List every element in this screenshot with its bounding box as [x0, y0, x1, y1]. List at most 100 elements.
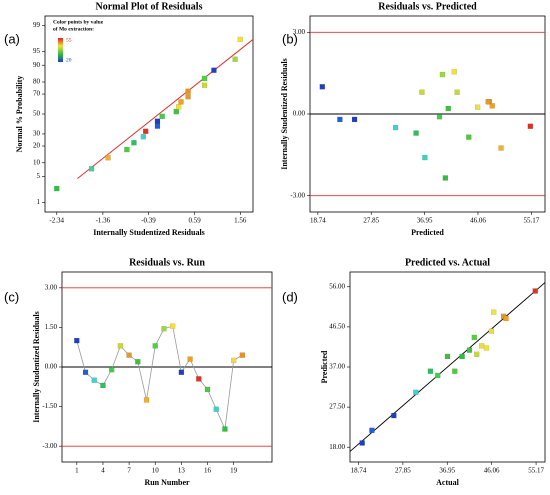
data-point: [154, 123, 161, 129]
x-tick-label: -1.36: [96, 217, 111, 225]
data-point: [478, 343, 485, 349]
x-tick-label: 10: [152, 467, 160, 475]
data-point: [213, 406, 219, 412]
data-point: [154, 118, 161, 124]
x-axis-label: Run Number: [144, 478, 190, 487]
data-point: [485, 99, 491, 105]
legend-title: Color points by value: [53, 19, 104, 25]
panel-label: (a): [4, 31, 20, 46]
data-point: [211, 67, 217, 73]
y-tick-label: 56.00: [329, 282, 345, 290]
data-point: [466, 134, 472, 140]
y-tick-label: 99: [33, 21, 41, 29]
data-point: [105, 155, 111, 161]
panel-label: (c): [4, 289, 19, 304]
y-tick-label: 20: [33, 142, 41, 150]
data-point: [427, 368, 434, 374]
fit-line: [77, 39, 254, 179]
data-point: [483, 345, 490, 351]
x-tick-label: 36.95: [417, 217, 433, 225]
data-point: [135, 359, 141, 365]
data-point: [498, 145, 504, 151]
y-tick-label: 1.50: [45, 323, 58, 331]
x-tick-label: 0.59: [189, 217, 202, 225]
data-point: [351, 116, 358, 123]
data-point: [237, 36, 243, 43]
data-point: [173, 108, 179, 115]
y-tick-label: 80: [33, 78, 41, 86]
chart-title: Predicted vs. Actual: [405, 257, 490, 268]
data-point: [439, 71, 446, 78]
data-point: [419, 89, 425, 95]
x-tick-label: 27.85: [363, 217, 379, 225]
data-point: [185, 94, 191, 100]
data-point: [474, 104, 481, 110]
data-point: [319, 84, 325, 90]
data-point: [88, 166, 95, 172]
data-point: [143, 128, 149, 134]
panel: (a) Normal Plot of Residuals Internally St…: [4, 1, 254, 237]
data-point: [444, 353, 451, 360]
y-tick-label: 18.00: [329, 443, 345, 451]
data-point: [442, 175, 449, 181]
x-tick-label: 13: [178, 467, 186, 475]
legend-min: 20: [66, 57, 72, 63]
residual-line: [76, 325, 243, 431]
y-axis-label: Internally Studentized Residuals: [280, 58, 289, 170]
data-point: [54, 185, 60, 192]
y-tick-label: 0.00: [45, 363, 58, 371]
y-tick-label: 3.00: [45, 283, 58, 291]
data-point: [175, 104, 182, 110]
data-point: [474, 351, 480, 357]
data-point: [185, 88, 191, 94]
data-point: [131, 140, 137, 146]
x-tick-label: -0.39: [141, 217, 156, 225]
legend-gradient: [58, 38, 63, 62]
data-point: [471, 334, 477, 341]
legend-max: 55: [66, 37, 72, 43]
panel-label: (d): [282, 289, 298, 304]
data-point: [74, 337, 80, 344]
data-point: [488, 328, 495, 334]
plot-frame: [44, 15, 254, 213]
data-point: [178, 369, 185, 375]
data-point: [239, 352, 246, 358]
y-tick-label: 0.00: [293, 110, 306, 118]
data-point: [391, 412, 397, 419]
data-point: [532, 288, 538, 294]
y-tick-label: 50: [33, 110, 41, 118]
y-tick-label: -3.00: [290, 191, 305, 199]
data-point: [152, 343, 158, 349]
data-point: [413, 130, 419, 136]
data-point: [187, 356, 193, 362]
y-tick-label: -1.50: [42, 402, 57, 410]
chart-title: Normal Plot of Residuals: [96, 1, 203, 12]
x-tick-label: -2.34: [49, 217, 64, 225]
data-point: [459, 353, 465, 360]
x-axis-label: Actual: [436, 478, 459, 487]
data-point: [126, 352, 132, 358]
data-point: [503, 315, 509, 322]
data-point: [178, 99, 184, 105]
y-tick-label: 30: [33, 130, 41, 138]
data-point: [527, 123, 533, 129]
y-tick-label: 27.50: [329, 403, 345, 411]
y-tick-label: -3.00: [42, 442, 57, 450]
data-point: [201, 82, 208, 88]
x-axis-label: Internally Studentized Residuals: [93, 228, 205, 237]
y-tick-label: 5: [37, 172, 41, 180]
y-axis-label: Normal % Probability: [15, 76, 24, 153]
y-tick-label: 1: [37, 198, 41, 206]
data-point: [82, 369, 89, 375]
data-point: [232, 56, 238, 62]
x-tick-label: 36.95: [439, 467, 455, 475]
data-point: [451, 69, 457, 75]
data-point: [435, 372, 441, 379]
data-point: [196, 376, 202, 382]
x-tick-label: 18.74: [351, 467, 367, 475]
data-point: [452, 368, 458, 374]
y-tick-label: 90: [33, 61, 41, 69]
y-tick-label: 95: [33, 47, 41, 55]
x-tick-label: 46.06: [484, 467, 500, 475]
